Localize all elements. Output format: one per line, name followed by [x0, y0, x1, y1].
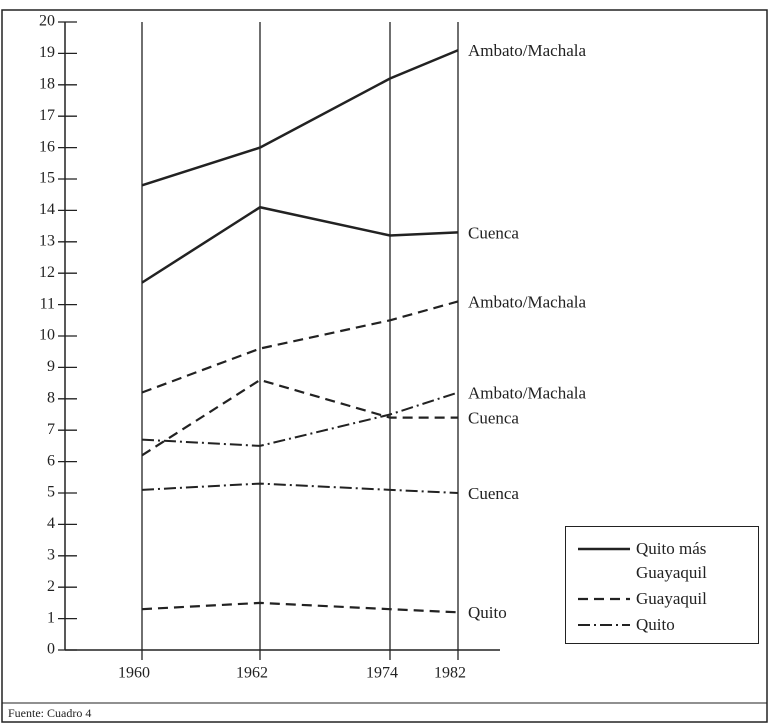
- x-tick-label: 1960: [118, 665, 150, 682]
- y-tick-label: 9: [47, 358, 55, 375]
- y-tick-label: 0: [47, 641, 55, 658]
- y-tick-label: 18: [39, 75, 55, 92]
- y-tick-label: 8: [47, 389, 55, 406]
- y-tick-label: 15: [39, 170, 55, 187]
- legend-entry: Quito: [576, 613, 758, 637]
- y-tick-label: 17: [39, 107, 55, 124]
- line-label: Cuenca: [468, 223, 519, 242]
- source: Fuente: Cuadro 4: [8, 706, 91, 720]
- legend-entry: Guayaquil: [576, 587, 758, 611]
- y-tick-label: 16: [39, 138, 55, 155]
- series-line: [141, 205, 459, 284]
- legend-swatch: [578, 597, 630, 601]
- y-tick-label: 10: [39, 327, 55, 344]
- y-tick-label: 13: [39, 232, 55, 249]
- series-line: [141, 49, 459, 187]
- legend: Quito más Guayaquil Guayaquil Quito: [565, 526, 759, 644]
- legend-label: Guayaquil: [636, 589, 707, 608]
- y-tick-label: 4: [47, 515, 55, 532]
- line-label: Quito: [468, 603, 507, 622]
- y-tick-label: 1: [47, 609, 55, 626]
- y-tick-label: 3: [47, 546, 55, 563]
- series-line: [141, 391, 459, 447]
- legend-swatch: [578, 547, 630, 551]
- y-tick-label: 6: [47, 452, 55, 469]
- line-label: Cuenca: [468, 409, 519, 428]
- series-line: [141, 378, 458, 457]
- x-tick-label: 1982: [434, 665, 466, 682]
- y-tick-label: 12: [39, 264, 55, 281]
- series-line: [141, 601, 459, 614]
- y-tick-label: 20: [39, 13, 55, 30]
- y-tick-label: 19: [39, 44, 55, 61]
- y-tick-label: 2: [47, 578, 55, 595]
- line-label: Ambato/Machala: [468, 383, 586, 402]
- y-tick-label: 5: [47, 484, 55, 501]
- y-tick-label: 11: [40, 295, 55, 312]
- frame: [1, 9, 768, 723]
- legend-label: Quito: [636, 615, 675, 634]
- legend-entry: Quito más Guayaquil: [576, 537, 758, 585]
- y-tick-label: 7: [47, 421, 55, 438]
- series-line: [141, 482, 459, 494]
- x-tick-label: 1962: [236, 665, 268, 682]
- y-tick-label: 14: [39, 201, 55, 218]
- line-label: Ambato/Machala: [468, 292, 586, 311]
- legend-label: Quito más Guayaquil: [636, 539, 707, 582]
- series-line: [141, 300, 459, 394]
- line-label: Cuenca: [468, 484, 519, 503]
- x-tick-label: 1974: [366, 665, 398, 682]
- line-label: Ambato/Machala: [468, 41, 586, 60]
- legend-swatch: [578, 624, 630, 626]
